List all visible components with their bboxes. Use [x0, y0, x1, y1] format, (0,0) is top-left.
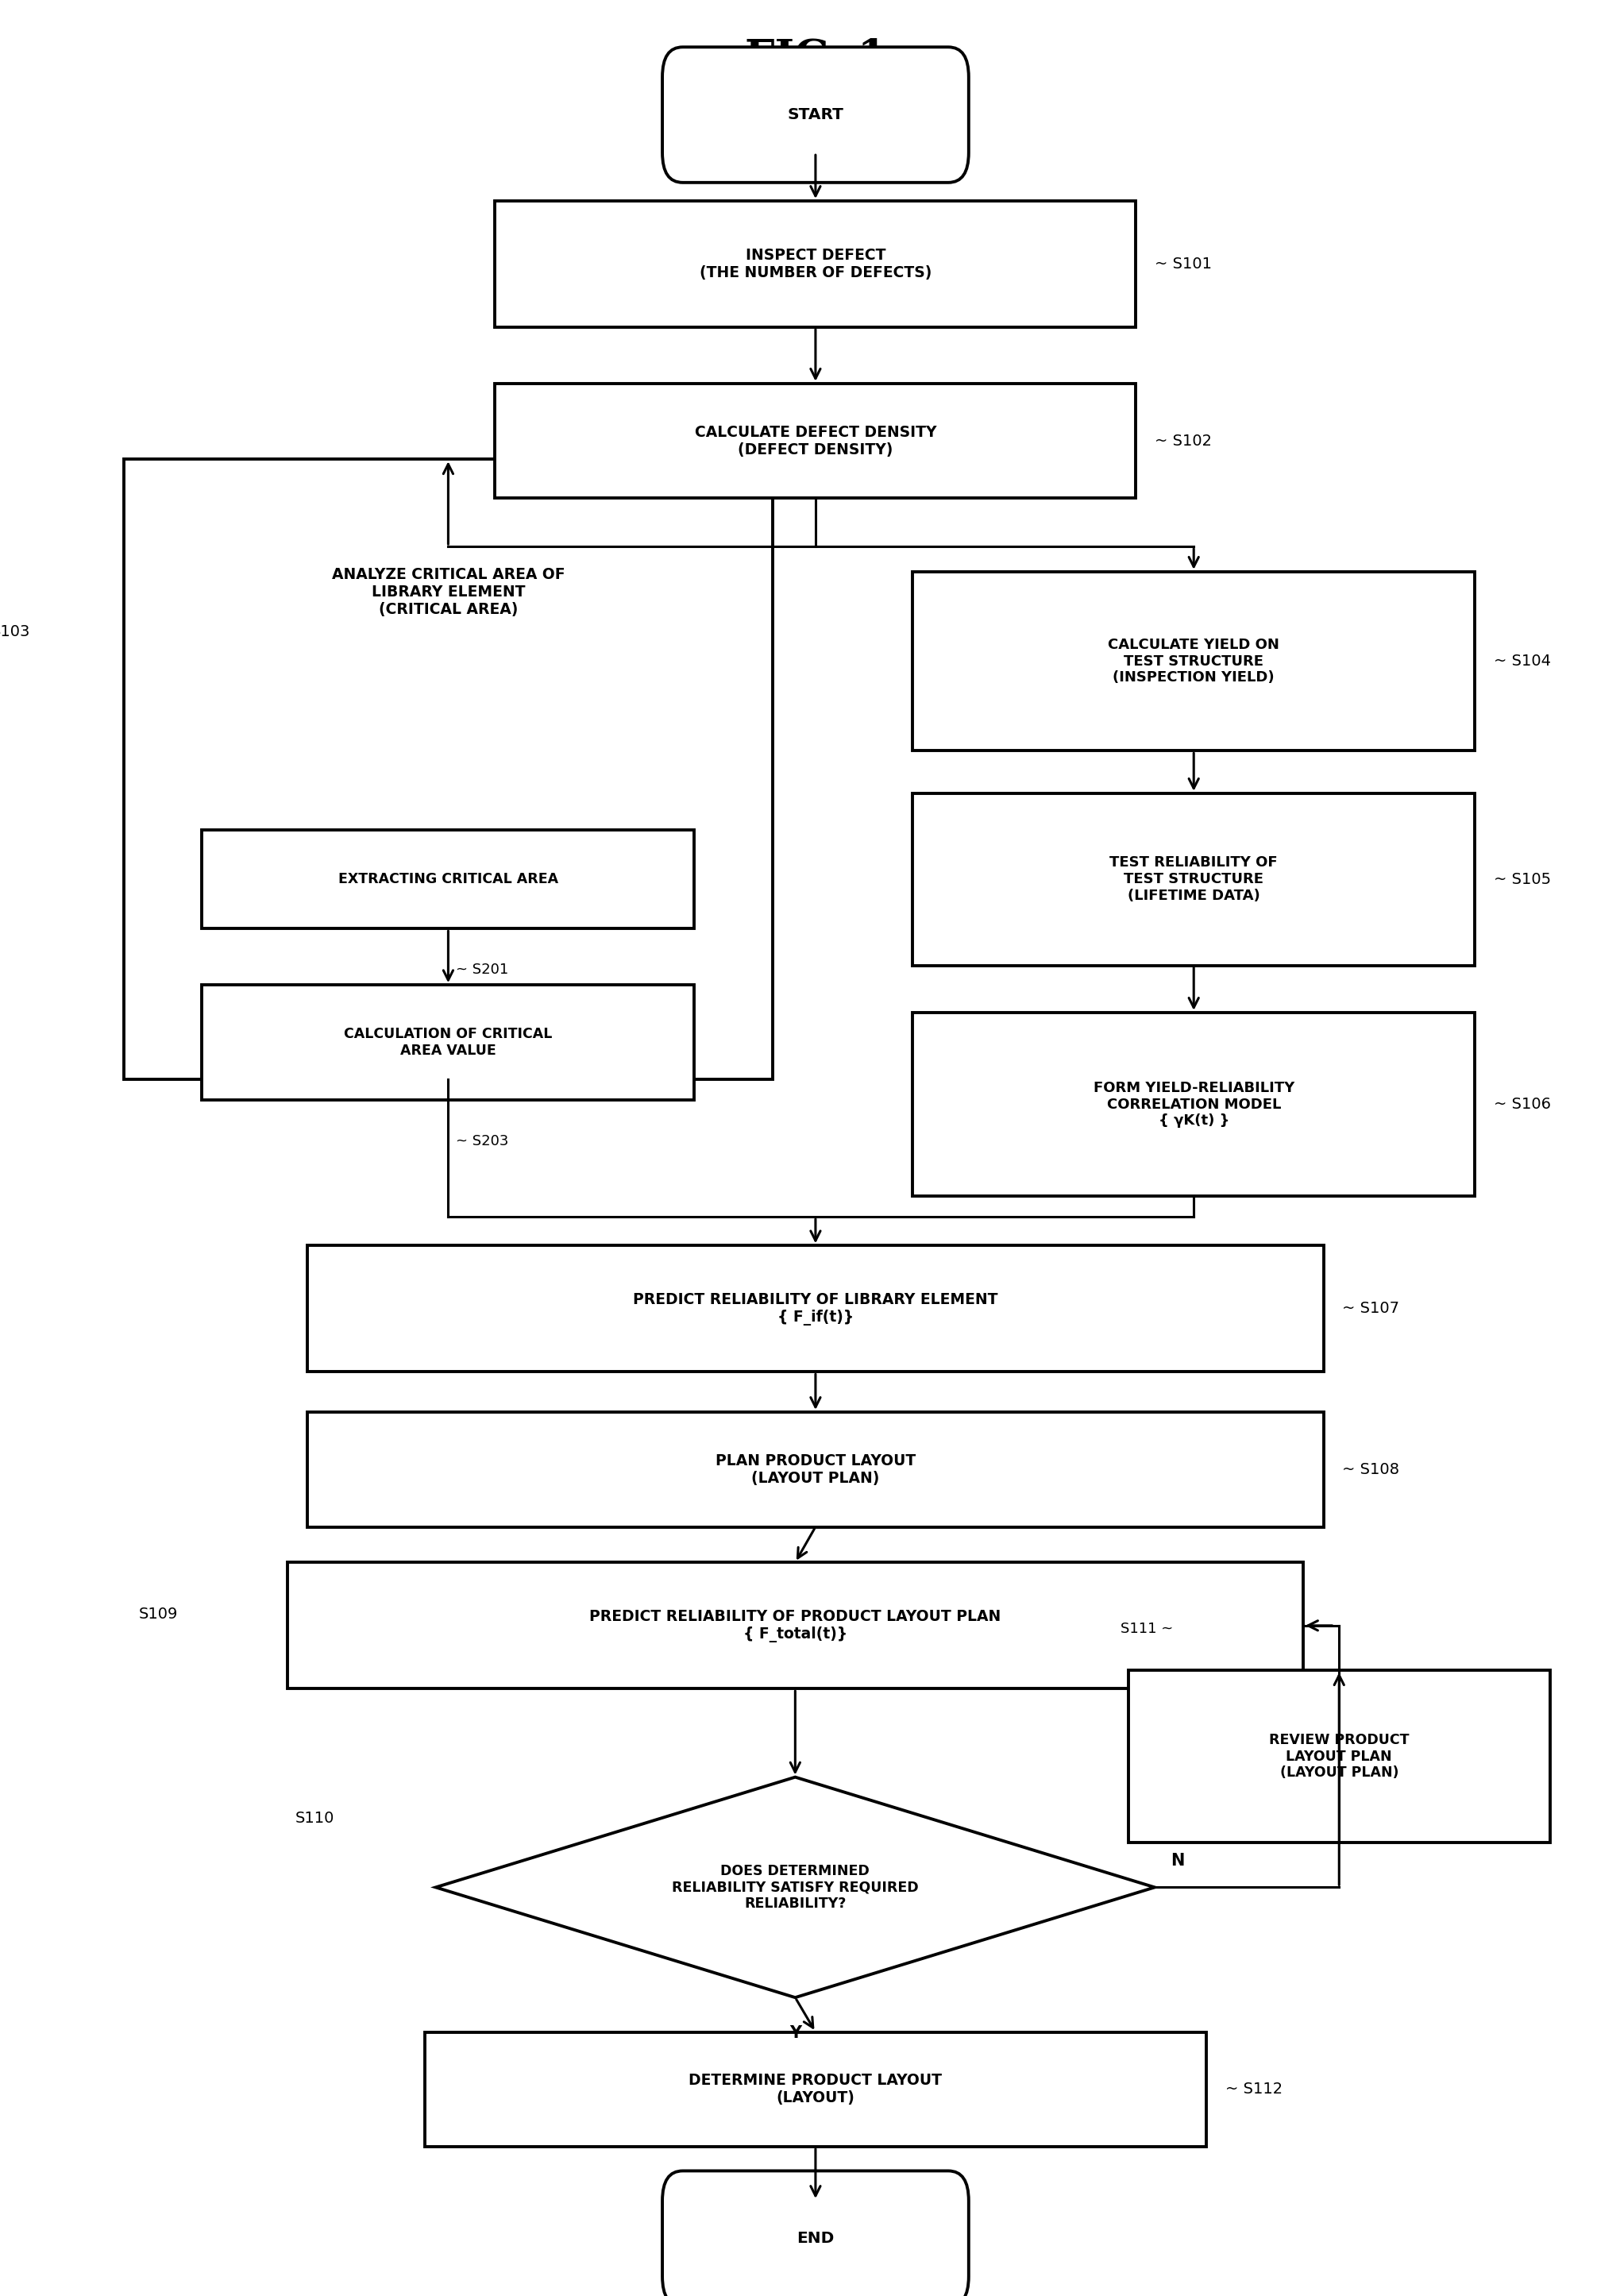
- Text: ~ S107: ~ S107: [1341, 1302, 1399, 1316]
- Text: CALCULATE DEFECT DENSITY
(DEFECT DENSITY): CALCULATE DEFECT DENSITY (DEFECT DENSITY…: [695, 425, 936, 457]
- Text: INSPECT DEFECT
(THE NUMBER OF DEFECTS): INSPECT DEFECT (THE NUMBER OF DEFECTS): [699, 248, 931, 280]
- Bar: [495, 383, 1135, 498]
- Text: ~ S105: ~ S105: [1493, 872, 1551, 886]
- Text: ~ S102: ~ S102: [1155, 434, 1212, 448]
- Text: PREDICT RELIABILITY OF PRODUCT LAYOUT PLAN
{ F_total(t)}: PREDICT RELIABILITY OF PRODUCT LAYOUT PL…: [589, 1609, 1001, 1642]
- Bar: [125, 459, 773, 1079]
- Text: PREDICT RELIABILITY OF LIBRARY ELEMENT
{ F_if(t)}: PREDICT RELIABILITY OF LIBRARY ELEMENT {…: [632, 1293, 998, 1325]
- Bar: [912, 1013, 1476, 1196]
- Text: ~ S112: ~ S112: [1225, 2082, 1282, 2096]
- Text: Y: Y: [789, 2025, 802, 2041]
- Text: DOES DETERMINED
RELIABILITY SATISFY REQUIRED
RELIABILITY?: DOES DETERMINED RELIABILITY SATISFY REQU…: [672, 1864, 918, 1910]
- Bar: [287, 1564, 1303, 1690]
- Polygon shape: [436, 1777, 1155, 1998]
- Text: CALCULATE YIELD ON
TEST STRUCTURE
(INSPECTION YIELD): CALCULATE YIELD ON TEST STRUCTURE (INSPE…: [1108, 638, 1279, 684]
- Bar: [308, 1412, 1324, 1527]
- Bar: [308, 1247, 1324, 1373]
- Text: ~ S104: ~ S104: [1493, 654, 1551, 668]
- Text: PLAN PRODUCT LAYOUT
(LAYOUT PLAN): PLAN PRODUCT LAYOUT (LAYOUT PLAN): [715, 1453, 915, 1486]
- Text: ~ S108: ~ S108: [1341, 1463, 1399, 1476]
- Text: START: START: [787, 108, 843, 122]
- Bar: [912, 572, 1476, 751]
- Text: ~ S106: ~ S106: [1493, 1097, 1551, 1111]
- Text: EXTRACTING CRITICAL AREA: EXTRACTING CRITICAL AREA: [339, 872, 559, 886]
- Bar: [425, 2032, 1206, 2147]
- Bar: [912, 794, 1476, 964]
- Bar: [495, 200, 1135, 326]
- Text: S103: S103: [0, 625, 30, 638]
- Text: TEST RELIABILITY OF
TEST STRUCTURE
(LIFETIME DATA): TEST RELIABILITY OF TEST STRUCTURE (LIFE…: [1110, 856, 1278, 902]
- FancyBboxPatch shape: [663, 2172, 969, 2296]
- Text: CALCULATION OF CRITICAL
AREA VALUE: CALCULATION OF CRITICAL AREA VALUE: [343, 1026, 553, 1058]
- Text: ~ S101: ~ S101: [1155, 257, 1212, 271]
- Bar: [203, 985, 695, 1100]
- Text: S110: S110: [295, 1812, 334, 1825]
- Bar: [203, 829, 695, 928]
- Text: END: END: [797, 2232, 834, 2245]
- Text: ~ S203: ~ S203: [457, 1134, 509, 1148]
- Text: S111 ~: S111 ~: [1121, 1621, 1172, 1637]
- FancyBboxPatch shape: [663, 46, 969, 181]
- Text: DETERMINE PRODUCT LAYOUT
(LAYOUT): DETERMINE PRODUCT LAYOUT (LAYOUT): [688, 2073, 942, 2105]
- Text: FORM YIELD-RELIABILITY
CORRELATION MODEL
{ γK(t) }: FORM YIELD-RELIABILITY CORRELATION MODEL…: [1094, 1081, 1294, 1127]
- Text: S109: S109: [139, 1607, 177, 1621]
- Text: FIG. 1: FIG. 1: [744, 37, 886, 78]
- Text: REVIEW PRODUCT
LAYOUT PLAN
(LAYOUT PLAN): REVIEW PRODUCT LAYOUT PLAN (LAYOUT PLAN): [1270, 1733, 1409, 1779]
- Text: N: N: [1171, 1853, 1183, 1869]
- Text: ANALYZE CRITICAL AREA OF
LIBRARY ELEMENT
(CRITICAL AREA): ANALYZE CRITICAL AREA OF LIBRARY ELEMENT…: [332, 567, 565, 618]
- Bar: [1127, 1671, 1551, 1841]
- Text: ~ S201: ~ S201: [457, 962, 509, 978]
